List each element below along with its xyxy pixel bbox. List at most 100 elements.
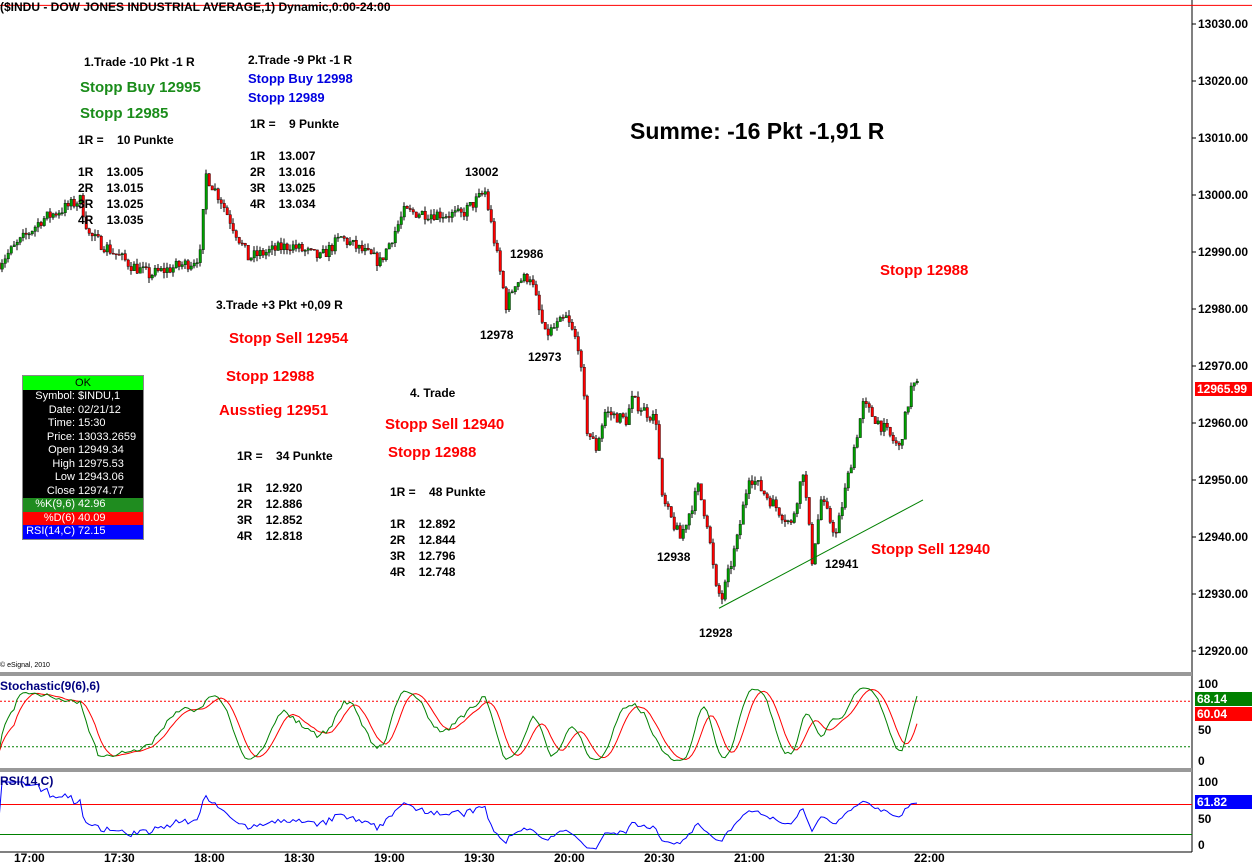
candle [714,564,718,586]
candle [540,309,544,323]
candle [579,350,583,368]
candle [132,263,136,271]
candle [522,273,526,282]
trade2-level: 1R 13.007 [250,149,316,163]
trade2-stop: Stopp 12989 [248,90,325,105]
candle [438,211,442,219]
candle [564,315,568,318]
candle [756,480,760,482]
candle [546,328,550,336]
trade1-risk: 1R = 10 Punkte [78,133,174,147]
info-value: 12943.06 [78,471,124,483]
last-price-tag: 12965.99 [1195,382,1252,396]
trade3-stop-sell: Stopp Sell 12954 [229,330,349,347]
candle [576,336,580,352]
candle [261,250,265,256]
stoch-tick: 100 [1198,677,1219,691]
candle [501,271,505,289]
candle [102,249,106,253]
info-box-status[interactable]: OK [23,376,143,390]
candle [351,240,355,242]
time-tick-label: 18:30 [284,851,315,865]
candle [3,258,7,264]
candle [684,524,688,530]
candle [384,248,388,260]
candle [432,214,436,220]
candle [372,252,376,255]
trendline [718,499,924,609]
candle [708,526,712,544]
info-value: 12975.53 [78,457,124,470]
candle [831,522,835,533]
candle [825,501,829,509]
stoch-tick: 50 [1198,723,1212,737]
price-mark: 13002 [465,165,499,179]
candle [903,411,907,440]
candle [471,202,475,208]
candle [459,208,463,213]
candle [789,520,793,523]
candle [387,243,391,250]
candle [849,467,853,474]
candle [525,273,529,283]
candle [183,260,187,265]
candle [171,267,175,273]
trade3-title: 3.Trade +3 Pkt +0,09 R [216,298,343,312]
candle [834,531,838,534]
candle [870,407,874,417]
candle [129,266,133,271]
info-value: 42.96 [78,498,106,510]
candle [333,237,337,252]
candle [711,542,715,565]
candle [492,221,496,244]
candle [843,487,847,508]
candle [111,253,115,255]
candle [327,245,331,258]
price-tick-label: 12960.00 [1198,416,1249,430]
candle [303,250,307,252]
candle [741,504,745,525]
info-key: %D(6) [43,511,75,524]
candle [228,214,232,224]
info-value: 02/21/12 [78,403,121,416]
info-key: Low [54,471,75,483]
stoch-d-tag: 60.04 [1195,707,1252,721]
candle [552,327,556,329]
candle [624,416,628,425]
candle [336,236,340,239]
info-row: Low 12943.06 [23,471,143,485]
candle [435,211,439,220]
trade3-level: 1R 12.920 [237,481,303,495]
candle [783,519,787,523]
candle [705,515,709,528]
candle [534,284,538,296]
candle [399,216,403,225]
candle [174,260,178,268]
info-key: Date: [48,403,75,416]
candle [768,497,772,507]
candle [630,395,634,409]
candle [873,416,877,424]
candle [24,232,28,235]
info-d-row: %D(6) 40.09 [23,511,143,525]
time-tick-label: 21:30 [824,851,855,865]
candle [186,260,190,270]
candle [156,267,160,271]
stoch-tick: 0 [1198,754,1205,768]
candle [537,294,541,311]
candle [627,408,631,425]
info-row: Time: 15:30 [23,417,143,431]
candle [894,440,898,444]
rsi-tick: 100 [1198,775,1219,789]
candle [144,266,148,268]
candle [483,191,487,195]
candle [915,381,919,383]
candle [516,282,520,287]
candle [804,474,808,498]
trade4-level: 2R 12.844 [390,533,456,547]
candle [291,244,295,251]
candle [141,266,145,268]
trade2-title: 2.Trade -9 Pkt -1 R [248,53,353,67]
candle [321,249,325,253]
stoch-d-line [0,688,918,761]
